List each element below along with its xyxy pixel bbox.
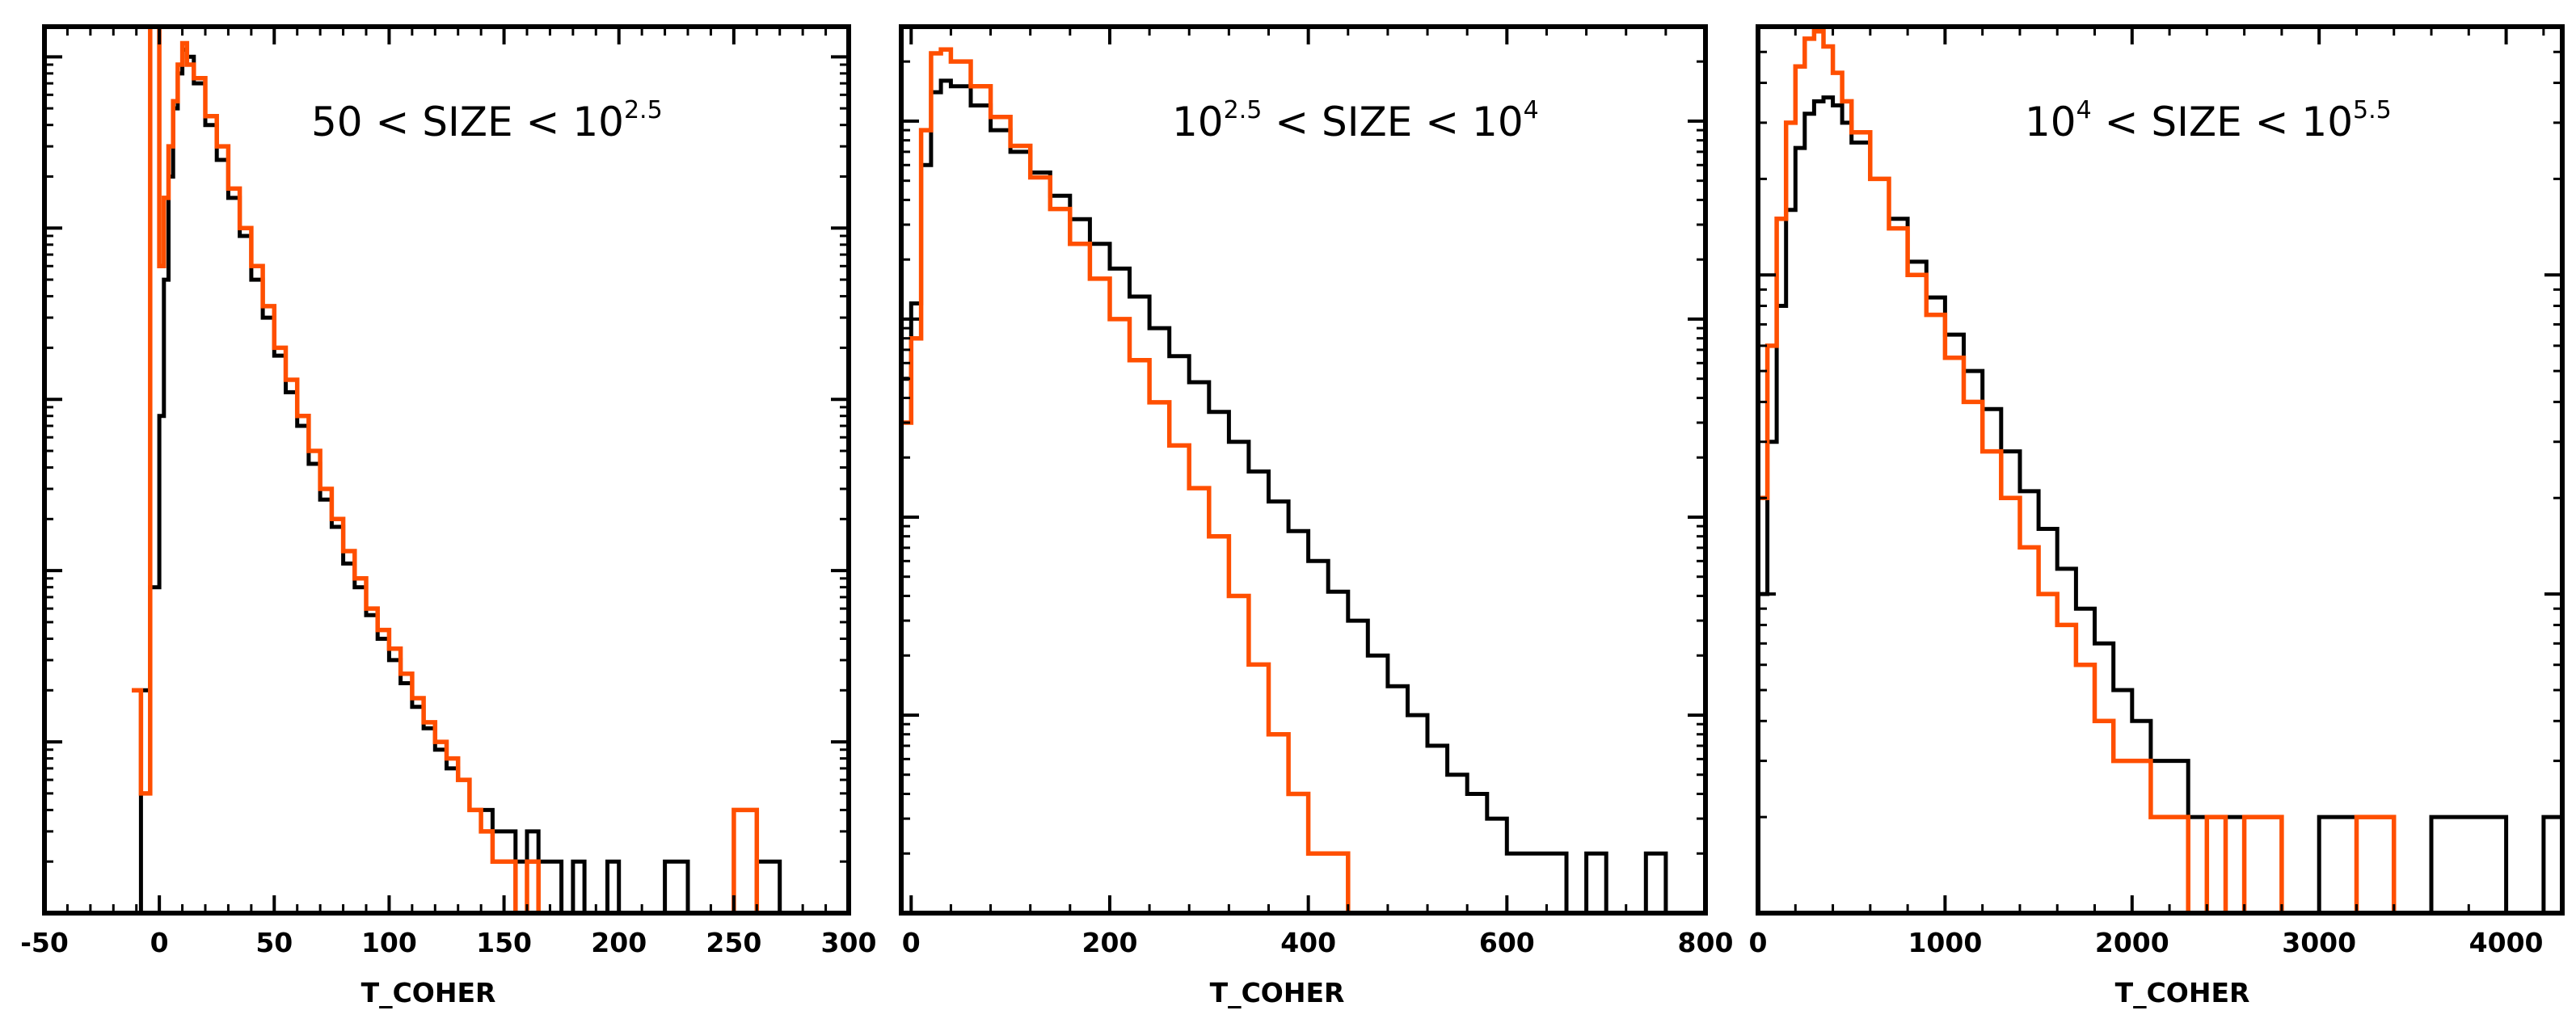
x-tick-label: 0: [1749, 927, 1768, 958]
plot-area: [1756, 24, 2565, 916]
panel-large-size: 104 < SIZE < 105.5 T_COHER 0 1000 2000 3000…: [1749, 24, 2565, 1008]
panel-title: 104 < SIZE < 105.5: [2025, 96, 2392, 145]
x-axis-title: T_COHER: [1210, 977, 1345, 1008]
x-tick-label: 50: [255, 927, 293, 958]
x-tick-label: 300: [821, 927, 877, 958]
x-axis-title: T_COHER: [361, 977, 496, 1008]
x-tick-label: 150: [476, 927, 532, 958]
plot-frame: [899, 24, 1708, 916]
plot-frame: [42, 24, 851, 916]
plot-area: [899, 24, 1708, 916]
x-tick-label: 4000: [2469, 927, 2544, 958]
x-tick-label: 1000: [1908, 927, 1982, 958]
plot-frame: [1756, 24, 2565, 916]
series-simulation: [1758, 29, 2562, 916]
x-tick-label: 0: [902, 927, 921, 958]
x-tick-label: 200: [1082, 927, 1138, 958]
x-tick-label: 250: [706, 927, 761, 958]
panel-medium-size: 102.5 < SIZE < 104 T_COHER 0 200 400 600 800: [899, 24, 1734, 1008]
x-tick-label: 0: [150, 927, 169, 958]
panel-title: 102.5 < SIZE < 104: [1172, 96, 1539, 145]
plot-area: [42, 24, 851, 916]
x-tick-label: 400: [1280, 927, 1336, 958]
x-tick-label: 800: [1678, 927, 1734, 958]
x-tick-label: 200: [591, 927, 647, 958]
panel-title: 50 < SIZE < 102.5: [311, 96, 663, 145]
x-tick-label: -50: [20, 927, 69, 958]
x-tick-label: 3000: [2282, 927, 2356, 958]
x-tick-label: 100: [361, 927, 417, 958]
series-simulation: [901, 47, 1705, 916]
panel-small-size: 50 < SIZE < 102.5 T_COHER -50 0 50 100 150 20…: [20, 24, 877, 1008]
x-axis-title: T_COHER: [2115, 977, 2250, 1008]
x-tick-label: 2000: [2095, 927, 2169, 958]
x-tick-label: 600: [1479, 927, 1535, 958]
